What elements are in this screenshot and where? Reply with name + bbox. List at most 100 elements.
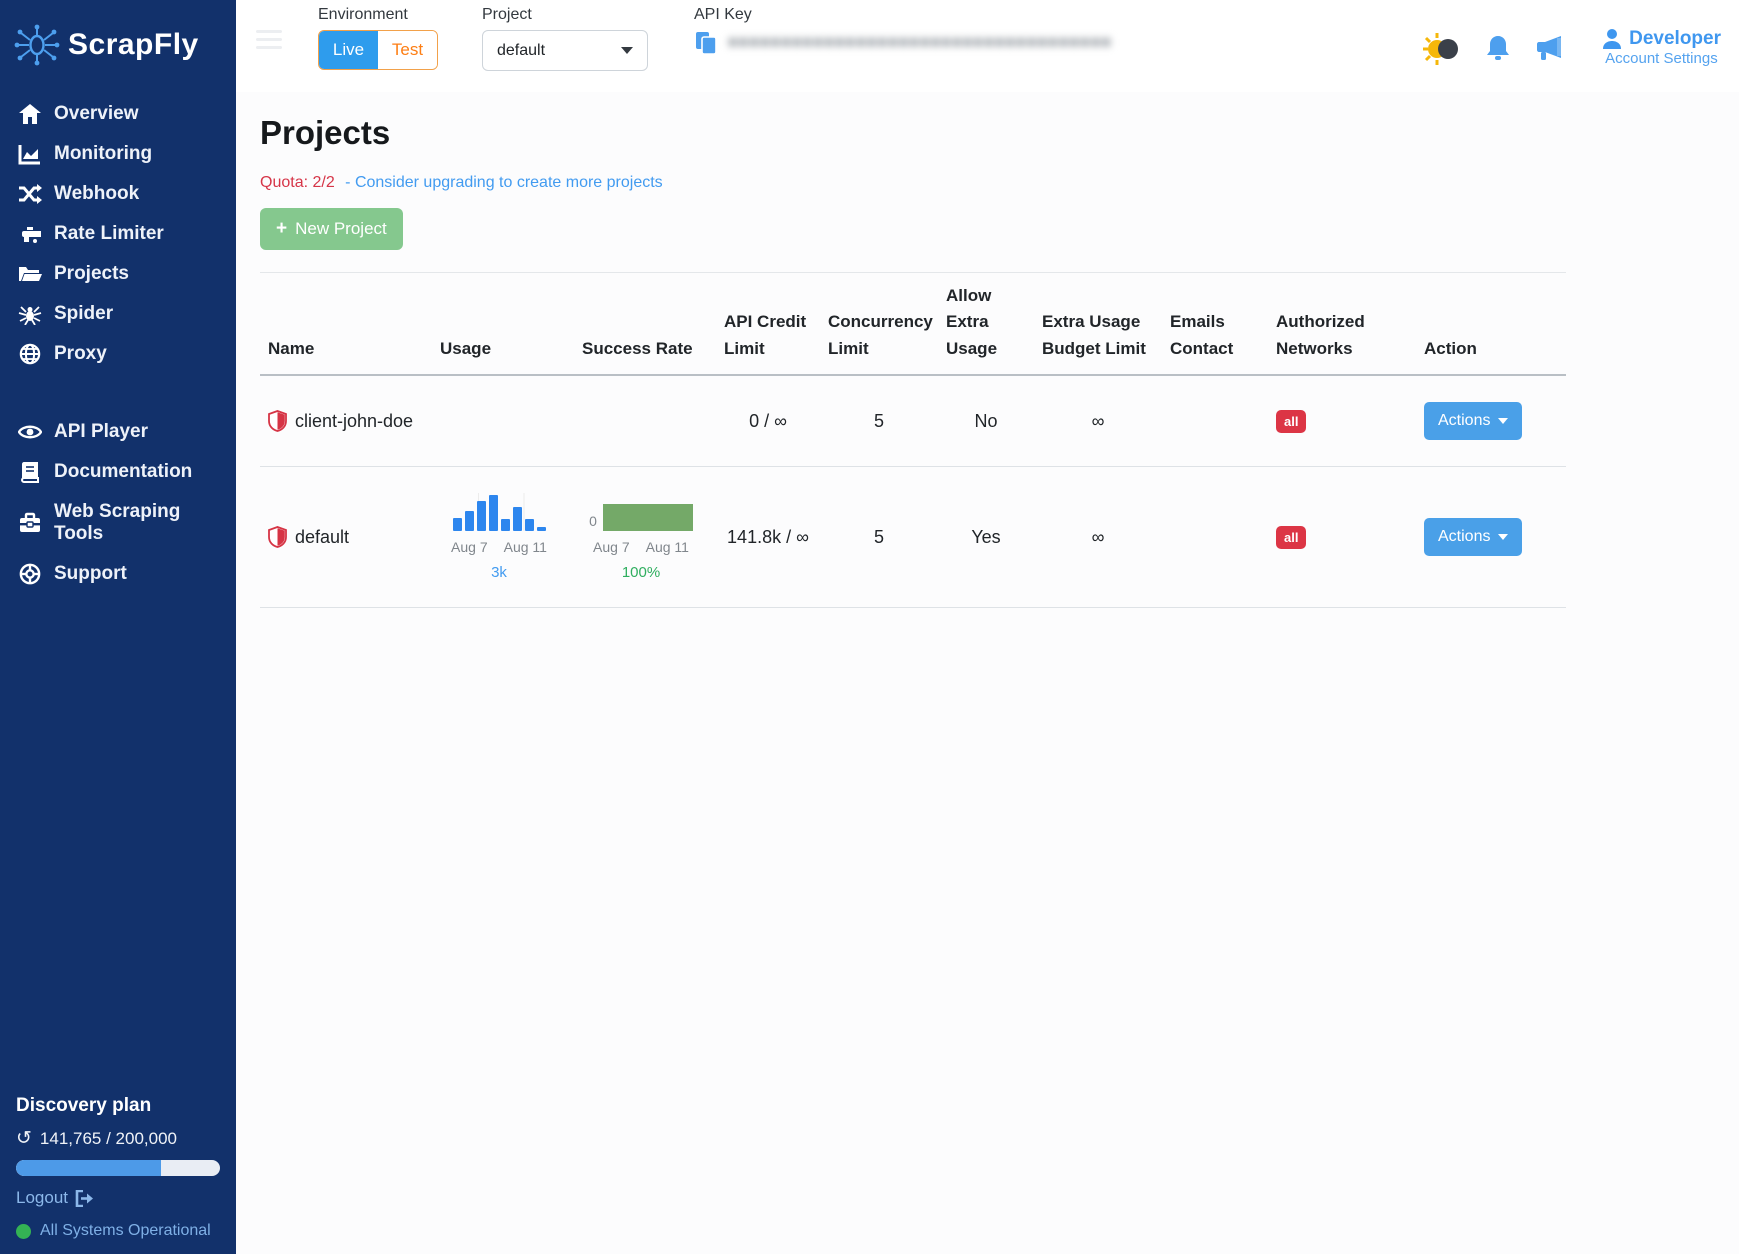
theme-toggle-icon[interactable] xyxy=(1421,31,1461,65)
usage-cell-empty xyxy=(432,375,574,468)
header-action: Action xyxy=(1416,272,1566,377)
api-credit-limit-value: 141.8k / ∞ xyxy=(716,466,820,609)
user-name: Developer xyxy=(1629,28,1721,49)
api-key-label: API Key xyxy=(694,6,752,23)
project-select[interactable]: default xyxy=(482,30,648,71)
topbar-right: Developer Account Settings xyxy=(1421,28,1721,67)
usage-summary: 3k xyxy=(491,564,507,582)
copy-icon[interactable] xyxy=(694,30,718,56)
sidebar-item-rate-limiter[interactable]: Rate Limiter xyxy=(0,214,236,254)
caret-down-icon xyxy=(1498,418,1509,425)
sidebar-item-label: Overview xyxy=(54,103,139,124)
plan-usage-value: 141,765 / 200,000 xyxy=(39,1128,177,1148)
project-select-value: default xyxy=(497,41,546,59)
header-authorized-networks: Authorized Networks xyxy=(1268,272,1416,377)
logout-label: Logout xyxy=(16,1188,68,1207)
project-label: Project xyxy=(482,6,532,23)
success-rate-sparkline[interactable]: 0 Aug 7 Aug 11 100% xyxy=(582,493,700,581)
sidebar-item-webhook[interactable]: Webhook xyxy=(0,174,236,214)
actions-button[interactable]: Actions xyxy=(1424,402,1523,441)
faucet-icon xyxy=(22,227,41,243)
status-label: All Systems Operational xyxy=(40,1222,211,1239)
success-summary: 100% xyxy=(621,564,661,582)
header-allow-extra-usage: Allow Extra Usage xyxy=(938,272,1034,377)
project-name: default xyxy=(295,526,350,547)
authorized-networks-badge: all xyxy=(1276,409,1307,433)
sidebar-item-overview[interactable]: Overview xyxy=(0,94,236,134)
status-dot-icon xyxy=(16,1223,31,1239)
upgrade-link[interactable]: - Consider upgrading to create more proj… xyxy=(345,174,663,191)
projects-table: Name Usage Success Rate API Credit Limit… xyxy=(260,272,1566,609)
main-area: Environment Live Test Project default AP… xyxy=(236,0,1739,1254)
actions-button[interactable]: Actions xyxy=(1424,518,1523,557)
user-icon xyxy=(1603,29,1622,49)
new-project-label: New Project xyxy=(295,219,387,238)
hamburger-menu-icon[interactable] xyxy=(256,30,282,49)
extra-usage-budget-value: ∞ xyxy=(1034,375,1162,468)
sidebar-item-api-player[interactable]: API Player xyxy=(0,412,236,452)
emails-contact-value xyxy=(1162,375,1268,468)
sidebar-item-support[interactable]: Support xyxy=(0,554,236,594)
shuffle-icon xyxy=(19,184,42,204)
environment-group: Environment Live Test xyxy=(318,6,438,70)
quota-text: Quota: 2/2 xyxy=(260,174,335,191)
project-name: client-john-doe xyxy=(295,410,414,431)
new-project-button[interactable]: + New Project xyxy=(260,208,403,250)
success-y-zero-label: 0 xyxy=(589,513,597,530)
sidebar-item-spider[interactable]: Spider xyxy=(0,294,236,334)
logout-icon xyxy=(75,1189,93,1207)
plan-progress-bar xyxy=(16,1160,220,1176)
allow-extra-usage-value: No xyxy=(938,375,1034,468)
announcements-megaphone-icon[interactable] xyxy=(1535,34,1565,62)
table-row-client-john-doe: client-john-doe 0 / ∞ 5 No ∞ all xyxy=(260,375,1566,468)
table-row-default: default Aug 7 Aug 11 3k xyxy=(260,466,1566,609)
notifications-bell-icon[interactable] xyxy=(1485,34,1511,62)
sidebar-nav-main: Overview Monitoring Webhook Rate Limiter… xyxy=(0,94,236,374)
header-api-credit-limit: API Credit Limit xyxy=(716,272,820,377)
allow-extra-usage-value: Yes xyxy=(938,466,1034,609)
header-emails-contact: Emails Contact xyxy=(1162,272,1268,377)
sidebar-item-label: Spider xyxy=(54,303,114,324)
actions-label: Actions xyxy=(1438,528,1491,546)
logout-link[interactable]: Logout xyxy=(16,1188,220,1208)
scrapfly-spider-logo-icon xyxy=(14,24,60,66)
usage-tick-2: Aug 11 xyxy=(503,539,547,556)
quota-line: Quota: 2/2 - Consider upgrading to creat… xyxy=(260,174,1723,192)
sidebar-item-projects[interactable]: Projects xyxy=(0,254,236,294)
chart-area-icon xyxy=(18,145,40,165)
plan-panel: Discovery plan ↺ 141,765 / 200,000 Logou… xyxy=(0,1085,236,1240)
actions-label: Actions xyxy=(1438,412,1491,430)
extra-usage-budget-value: ∞ xyxy=(1034,466,1162,609)
system-status[interactable]: All Systems Operational xyxy=(16,1222,220,1240)
concurrency-value: 5 xyxy=(820,466,938,609)
sidebar-item-label: Documentation xyxy=(54,461,193,482)
environment-test-button[interactable]: Test xyxy=(378,31,437,69)
header-usage: Usage xyxy=(432,272,574,377)
plus-icon: + xyxy=(276,218,288,239)
sidebar-item-web-scraping-tools[interactable]: Web Scraping Tools xyxy=(0,492,236,554)
usage-sparkline[interactable]: Aug 7 Aug 11 3k xyxy=(440,493,558,581)
eye-icon xyxy=(18,425,42,439)
environment-live-button[interactable]: Live xyxy=(319,31,378,69)
user-menu[interactable]: Developer xyxy=(1601,28,1721,50)
success-tick-2: Aug 11 xyxy=(645,539,689,556)
sidebar-item-monitoring[interactable]: Monitoring xyxy=(0,134,236,174)
sidebar-item-documentation[interactable]: Documentation xyxy=(0,452,236,492)
sidebar-item-proxy[interactable]: Proxy xyxy=(0,334,236,374)
api-key-value-blurred[interactable]: ■■■■■■■■■■■■■■■■■■■■■■■■■■■■■■■■■■■■ xyxy=(728,34,1112,51)
folder-open-icon xyxy=(19,267,42,281)
success-rate-area xyxy=(602,504,693,532)
account-settings-link[interactable]: Account Settings xyxy=(1605,50,1718,67)
globe-icon xyxy=(19,343,41,365)
content: Projects Quota: 2/2 - Consider upgrading… xyxy=(236,92,1739,1254)
api-key-group: API Key ■■■■■■■■■■■■■■■■■■■■■■■■■■■■■■■■… xyxy=(694,6,1413,56)
authorized-networks-badge: all xyxy=(1276,525,1307,549)
environment-toggle: Live Test xyxy=(318,30,438,70)
brand-logo[interactable]: ScrapFly xyxy=(0,14,236,94)
sidebar-item-label: Rate Limiter xyxy=(54,223,164,244)
user-block: Developer Account Settings xyxy=(1601,28,1721,67)
life-ring-icon xyxy=(19,563,41,585)
plan-usage-row: ↺ 141,765 / 200,000 xyxy=(16,1127,220,1150)
table-header-row: Name Usage Success Rate API Credit Limit… xyxy=(260,272,1566,377)
